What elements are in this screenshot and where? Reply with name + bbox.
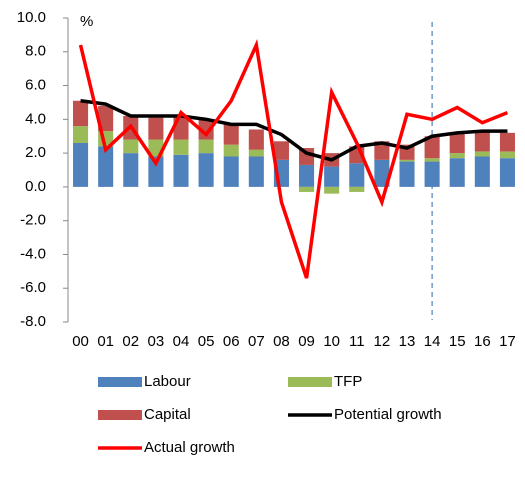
x-tick-label: 06 — [223, 333, 240, 350]
bar-segment — [299, 186, 315, 192]
x-tick-label: 17 — [499, 333, 516, 350]
y-tick-label: 6.0 — [25, 77, 46, 94]
legend-label: TFP — [334, 373, 362, 390]
bar-segment — [374, 141, 390, 160]
bar-segment — [273, 141, 289, 160]
y-tick-label: 8.0 — [25, 43, 46, 60]
x-tick-label: 04 — [173, 333, 190, 350]
legend-label: Potential growth — [334, 406, 442, 423]
bar-segment — [73, 100, 89, 127]
legend-swatch — [98, 377, 142, 387]
x-tick-label: 13 — [399, 333, 416, 350]
bar-segment — [424, 158, 440, 162]
y-tick-label: 0.0 — [25, 178, 46, 195]
bar-segment — [449, 158, 465, 187]
bar-segment — [248, 156, 264, 187]
y-unit-label: % — [80, 13, 93, 30]
bar-segment — [499, 132, 515, 152]
bar-segment — [399, 161, 415, 187]
bar-segment — [198, 119, 214, 140]
bar-segment — [424, 161, 440, 187]
x-tick-label: 11 — [349, 333, 365, 350]
y-tick-label: -8.0 — [20, 313, 46, 330]
y-tick-label: -2.0 — [20, 212, 46, 229]
bar-segment — [173, 139, 189, 155]
bar-segment — [474, 131, 490, 152]
x-tick-label: 03 — [148, 333, 165, 350]
bar-segment — [123, 153, 139, 187]
legend-swatch — [98, 410, 142, 420]
x-tick-label: 10 — [323, 333, 340, 350]
x-tick-label: 08 — [273, 333, 290, 350]
bar-segment — [474, 156, 490, 187]
bar-segment — [73, 142, 89, 187]
x-tick-label: 00 — [72, 333, 89, 350]
bar-segment — [449, 153, 465, 159]
legend-swatch — [288, 377, 332, 387]
x-tick-label: 12 — [374, 333, 391, 350]
bar-segment — [299, 164, 315, 187]
y-tick-label: -6.0 — [20, 279, 46, 296]
x-tick-label: 05 — [198, 333, 215, 350]
bar-segment — [223, 124, 239, 145]
legend-label: Capital — [144, 406, 191, 423]
x-tick-label: 02 — [122, 333, 139, 350]
bar-segment — [374, 159, 390, 187]
bar-segment — [248, 129, 264, 150]
x-tick-label: 15 — [449, 333, 466, 350]
bar-segment — [148, 117, 164, 140]
y-tick-label: 4.0 — [25, 110, 46, 127]
bar-segment — [324, 186, 340, 194]
x-tick-label: 01 — [97, 333, 114, 350]
bar-segment — [73, 126, 89, 143]
legend-label: Labour — [144, 373, 191, 390]
bar-segment — [198, 153, 214, 187]
bar-segment — [98, 146, 114, 187]
bar-segment — [198, 139, 214, 154]
bar-segment — [474, 151, 490, 157]
bar-segment — [449, 132, 465, 154]
bar-segment — [173, 154, 189, 187]
line-series — [78, 38, 509, 279]
x-tick-label: 16 — [474, 333, 491, 350]
bar-segment — [148, 156, 164, 187]
bar-segment — [499, 158, 515, 187]
bar-segment — [324, 166, 340, 187]
bar-segment — [499, 151, 515, 159]
bar-segment — [123, 139, 139, 154]
y-tick-label: 2.0 — [25, 144, 46, 161]
bar-segment — [98, 105, 114, 132]
bar-segment — [424, 136, 440, 159]
bar-segment — [223, 144, 239, 157]
bar-segment — [399, 159, 415, 162]
bar-segment — [223, 156, 239, 187]
y-tick-label: -4.0 — [20, 245, 46, 262]
bar-segment — [349, 163, 365, 187]
y-tick-label: 10.0 — [17, 9, 46, 26]
bar-segment — [248, 149, 264, 157]
x-tick-label: 14 — [424, 333, 441, 350]
x-tick-label: 09 — [298, 333, 315, 350]
line-series — [80, 99, 508, 162]
bar-segment — [349, 186, 365, 192]
legend-label: Actual growth — [144, 439, 235, 456]
x-tick-label: 07 — [248, 333, 265, 350]
